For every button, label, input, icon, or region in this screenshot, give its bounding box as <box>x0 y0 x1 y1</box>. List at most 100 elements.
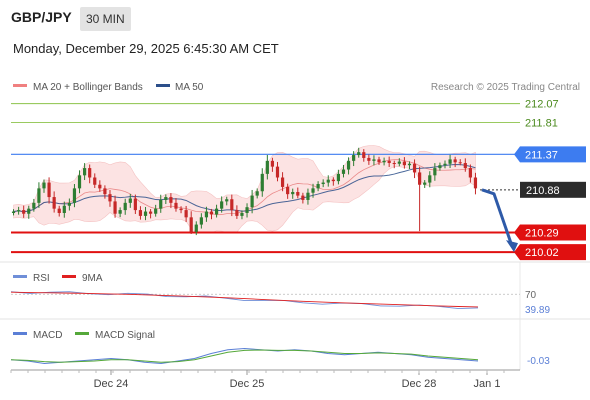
candle-body <box>138 210 143 216</box>
candle-body <box>357 152 361 156</box>
candle-body <box>428 175 432 183</box>
rsi-ref-label: 70 <box>525 290 537 301</box>
candle-body <box>17 210 21 212</box>
candle-body <box>387 160 391 164</box>
candle-body <box>103 188 107 195</box>
candle-body <box>306 192 310 200</box>
candle-body <box>88 168 92 178</box>
candle-body <box>433 168 437 176</box>
candle-body <box>199 217 203 225</box>
support-level-label: 210.29 <box>525 228 559 240</box>
candle-body <box>179 208 183 211</box>
candle-body <box>220 201 224 209</box>
rsi-legend: RSI 9MA <box>13 273 103 284</box>
bollinger-legend-label: MA 20 + Bollinger Bands <box>33 82 143 93</box>
candle-body <box>250 195 254 208</box>
macd-signal-line <box>10 349 479 363</box>
projection-arrow-line <box>481 188 514 247</box>
candle-body <box>453 159 457 163</box>
candle-body <box>265 160 269 174</box>
candle-body <box>123 202 127 211</box>
candle-body <box>93 177 97 185</box>
candle-body <box>286 186 290 195</box>
candle-body <box>407 163 412 166</box>
candle-body <box>382 160 386 163</box>
candle-body <box>402 161 406 166</box>
macd-signal-legend-swatch <box>75 332 89 335</box>
support-level-label: 210.02 <box>525 247 559 259</box>
candle-body <box>458 162 462 164</box>
candle-body <box>62 205 66 213</box>
candle-body <box>448 159 452 164</box>
candle-body <box>118 210 122 214</box>
time-axis-label: Jan 1 <box>474 378 501 390</box>
candle-body <box>275 166 280 178</box>
candle-body <box>159 199 163 209</box>
bollinger-legend-swatch <box>13 84 27 87</box>
bollinger-band <box>13 145 476 234</box>
candle-body <box>336 173 341 182</box>
rsi-ma-legend-swatch <box>62 275 76 278</box>
candle-body <box>280 177 285 187</box>
candle-body <box>27 208 31 214</box>
candle-body <box>291 191 295 195</box>
candle-body <box>346 160 351 170</box>
ma50-legend-label: MA 50 <box>175 82 204 93</box>
candle-body <box>52 197 56 209</box>
rsi-legend-label: RSI <box>33 273 50 284</box>
projection-arrow-head <box>506 240 518 253</box>
candle-body <box>412 163 417 173</box>
candle-body <box>316 184 320 189</box>
current-price-label: 210.88 <box>526 185 560 197</box>
candle-body <box>164 197 168 200</box>
rsi-panel: 70 39.89 <box>10 290 550 316</box>
candle-body <box>133 198 137 211</box>
price-panel: 212.07 211.81 211.37 210.88 210.29 210.02 <box>11 99 586 261</box>
timeframe-badge[interactable]: 30 MIN <box>80 7 131 31</box>
pivot-level-label: 211.37 <box>525 149 558 161</box>
candle-body <box>397 161 401 164</box>
main-legend: MA 20 + Bollinger Bands MA 50 Research ©… <box>13 82 580 93</box>
current-price-tag <box>520 181 586 198</box>
candle-body <box>37 188 41 203</box>
candle-body <box>321 182 325 185</box>
candle-body <box>341 169 346 174</box>
ma50-line <box>13 164 476 213</box>
time-axis-label: Dec 24 <box>94 378 129 390</box>
credit-label: Research © 2025 Trading Central <box>431 82 580 93</box>
resistance-level-label: 211.81 <box>525 117 558 129</box>
time-axis-label: Dec 28 <box>402 378 437 390</box>
candle-body <box>189 217 193 232</box>
macd-signal-legend-label: MACD Signal <box>95 330 155 341</box>
candle-body <box>255 191 259 196</box>
candle-body <box>209 211 214 215</box>
candle-body <box>245 207 249 213</box>
candle-body <box>47 182 51 198</box>
candle-body <box>438 165 442 169</box>
ma50-legend-swatch <box>156 84 170 87</box>
candle-body <box>214 208 219 215</box>
candle-body <box>443 163 447 166</box>
candle-body <box>392 163 396 165</box>
candle-body <box>113 201 117 214</box>
candle-body <box>311 188 315 193</box>
candle-body <box>372 159 376 161</box>
candle-body <box>463 163 467 169</box>
candle-body <box>194 224 198 232</box>
macd-panel: -0.03 <box>10 347 550 367</box>
candle-body <box>174 202 178 209</box>
macd-last-value: -0.03 <box>527 356 550 367</box>
candle-body <box>260 173 264 192</box>
candle-body <box>57 208 61 213</box>
candle-body <box>77 175 82 189</box>
candle-body <box>225 199 229 202</box>
candle-body <box>352 155 356 161</box>
candle-body <box>184 210 188 218</box>
candle-body <box>42 182 46 189</box>
candle-body <box>326 179 330 183</box>
candle-body <box>301 195 305 200</box>
resistance-level-label: 212.07 <box>525 99 559 111</box>
candle-body <box>240 212 244 216</box>
candle-body <box>11 211 16 213</box>
